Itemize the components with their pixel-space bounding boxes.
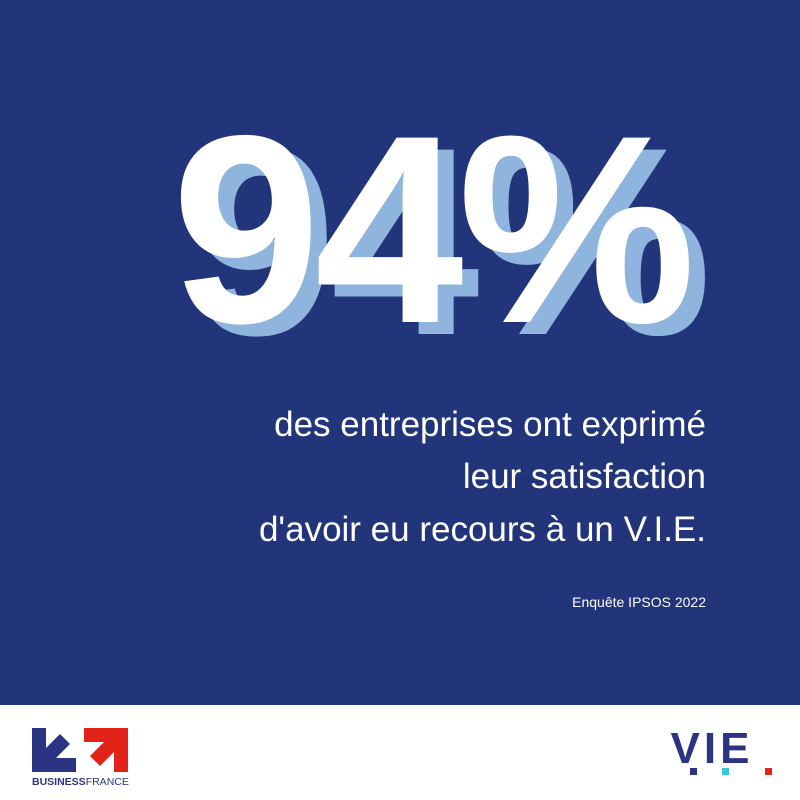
logo-arrow (84, 728, 128, 772)
vie-text: VIE (671, 724, 754, 773)
source: Enquête IPSOS 2022 (572, 594, 706, 610)
vie-dot (722, 768, 729, 775)
logo-text-bold: BUSINESS (32, 776, 86, 788)
vie-logo: VIE (671, 724, 772, 775)
vie-dot (690, 768, 697, 775)
stat-shadow: 94% (188, 91, 709, 391)
logo-text-light: FRANCE (86, 776, 129, 788)
logo-arrow (32, 728, 76, 772)
background (0, 0, 800, 705)
description-line: des entreprises ont exprimé (274, 405, 706, 444)
stat: 94% (172, 79, 693, 379)
business-france-logo: BUSINESSFRANCE (32, 728, 129, 788)
footer (0, 705, 800, 800)
description-line: leur satisfaction (463, 457, 706, 496)
vie-dot (765, 768, 772, 775)
description-line: d'avoir eu recours à un V.I.E. (259, 510, 706, 549)
logo-text: BUSINESSFRANCE (32, 776, 129, 788)
